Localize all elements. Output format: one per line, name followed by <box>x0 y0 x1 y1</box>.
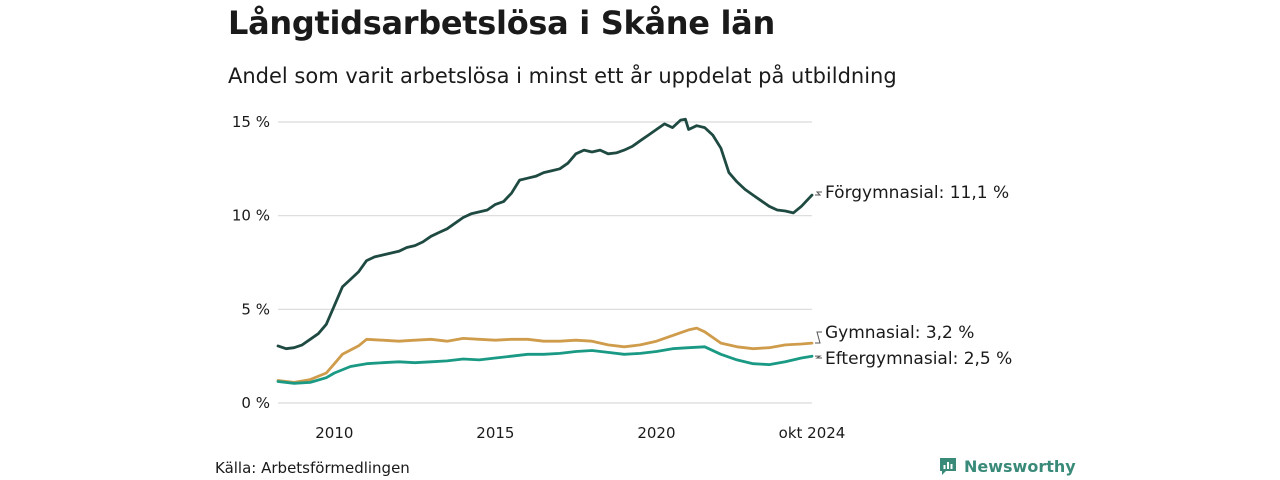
y-tick-label: 10 % <box>232 207 270 225</box>
gridlines <box>278 121 812 404</box>
x-axis: 2010 2015 2020 okt 2024 <box>315 424 845 442</box>
series-lines <box>276 117 814 385</box>
series-end-label-gymnasial: Gymnasial: 3,2 % <box>825 323 974 343</box>
series-end-labels: Förgymnasial: 11,1 % Gymnasial: 3,2 % Efte… <box>815 183 1012 369</box>
label-connector <box>815 331 822 344</box>
x-tick-label: 2020 <box>637 424 675 442</box>
x-tick-label: okt 2024 <box>779 424 846 442</box>
source-note: Källa: Arbetsförmedlingen <box>215 459 410 477</box>
label-connector <box>815 191 822 196</box>
series-line-eftergymnasial <box>276 345 814 385</box>
series-end-label-forgymnasial: Förgymnasial: 11,1 % <box>825 183 1009 203</box>
x-tick-label: 2015 <box>476 424 514 442</box>
brand-name: Newsworthy <box>964 456 1076 476</box>
label-connector <box>815 355 822 359</box>
x-tick-label: 2010 <box>315 424 353 442</box>
y-tick-label: 5 % <box>241 300 270 318</box>
series-line-gymnasial <box>276 326 814 384</box>
y-tick-label: 0 % <box>241 394 270 412</box>
series-end-label-eftergymnasial: Eftergymnasial: 2,5 % <box>825 349 1012 369</box>
chart-title: Långtidsarbetslösa i Skåne län <box>228 4 775 42</box>
newsworthy-logo-icon <box>940 458 956 475</box>
series-line-forgymnasial <box>276 117 814 351</box>
chart-subtitle: Andel som varit arbetslösa i minst ett å… <box>228 64 897 88</box>
brand[interactable]: Newsworthy <box>938 456 1076 476</box>
y-axis: 0 % 5 % 10 % 15 % <box>232 113 270 412</box>
y-tick-label: 15 % <box>232 113 270 131</box>
